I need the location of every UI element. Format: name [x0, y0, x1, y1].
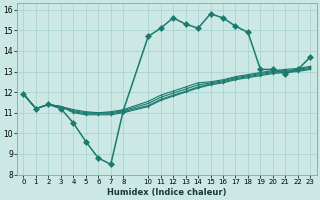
X-axis label: Humidex (Indice chaleur): Humidex (Indice chaleur) [107, 188, 227, 197]
